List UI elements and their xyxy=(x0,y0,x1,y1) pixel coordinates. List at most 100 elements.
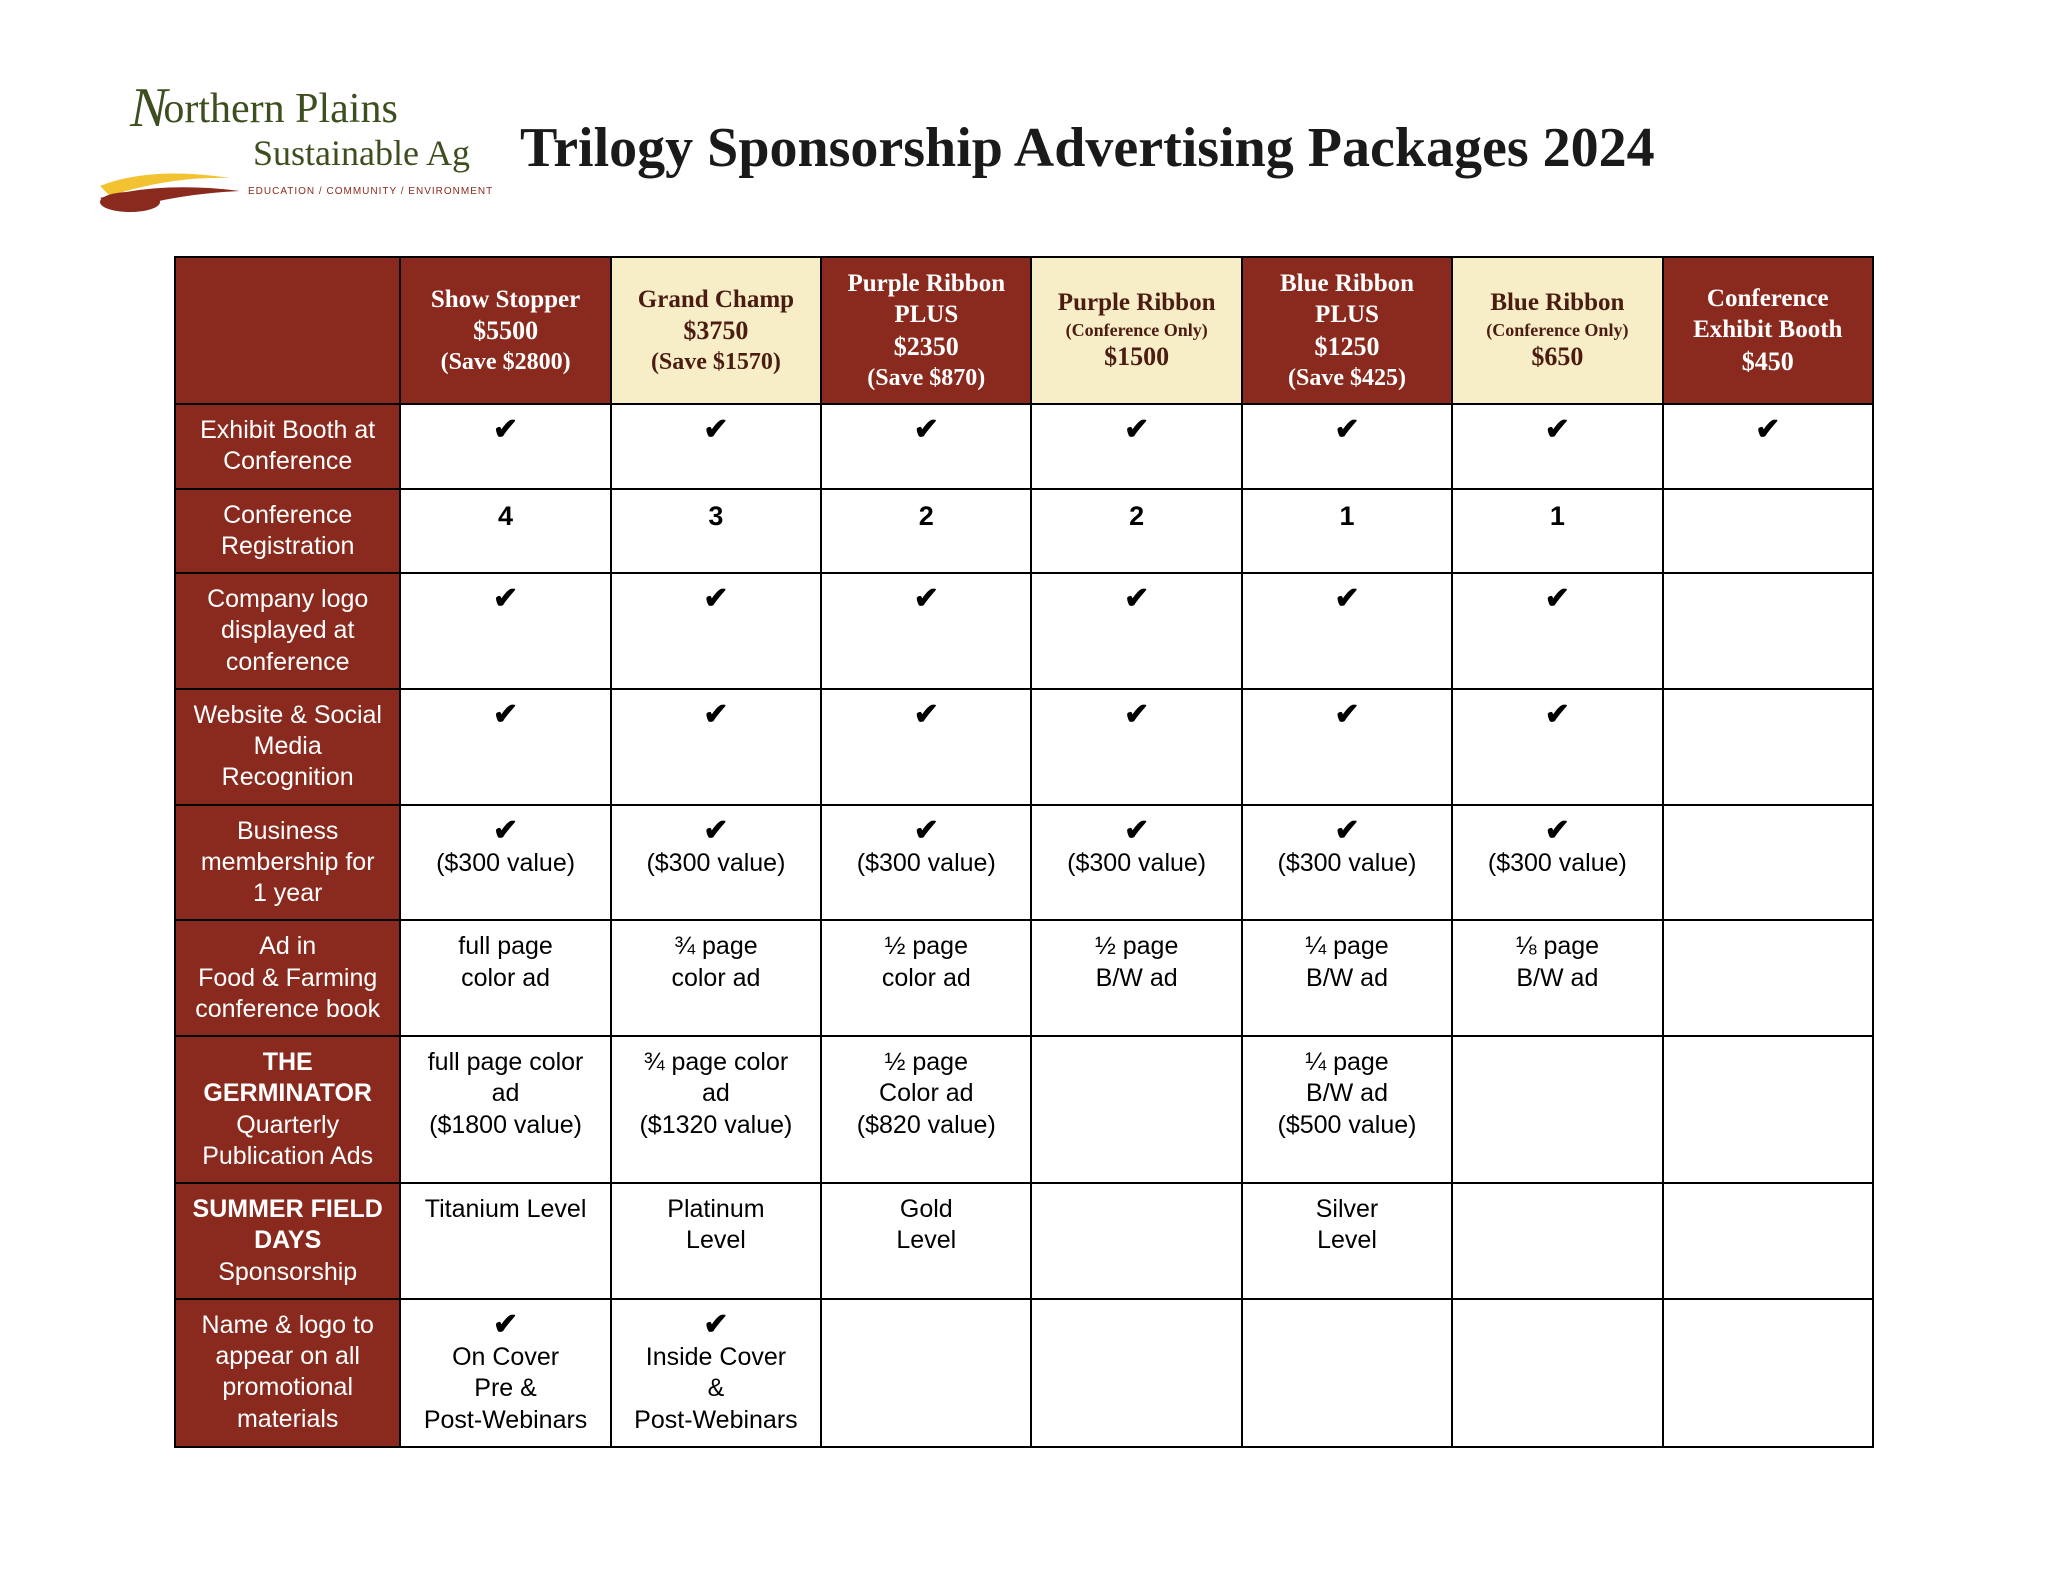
cell: ✔ xyxy=(1031,404,1241,489)
cell: 1 xyxy=(1242,489,1452,574)
cell xyxy=(1452,1036,1662,1183)
table-row: Businessmembership for1 year✔($300 value… xyxy=(175,805,1873,921)
cell xyxy=(1663,1183,1873,1299)
table-body: Exhibit Booth atConference✔✔✔✔✔✔✔Confere… xyxy=(175,404,1873,1447)
table-row: Website & SocialMediaRecognition✔✔✔✔✔✔ xyxy=(175,689,1873,805)
cell: ✔ xyxy=(1031,573,1241,689)
table-head-row: Show Stopper$5500(Save $2800)Grand Champ… xyxy=(175,257,1873,404)
cell xyxy=(1031,1299,1241,1447)
cell xyxy=(1663,573,1873,689)
cell: full page colorad($1800 value) xyxy=(400,1036,610,1183)
table-row: ConferenceRegistration432211 xyxy=(175,489,1873,574)
cell: 4 xyxy=(400,489,610,574)
cell: ✔ xyxy=(1452,404,1662,489)
cell: ✔ xyxy=(821,573,1031,689)
cell: ✔ xyxy=(400,689,610,805)
cell: ✔Inside Cover&Post-Webinars xyxy=(611,1299,821,1447)
cell: ✔ xyxy=(1242,404,1452,489)
cell: 1 xyxy=(1452,489,1662,574)
cell: Titanium Level xyxy=(400,1183,610,1299)
row-label: ConferenceRegistration xyxy=(175,489,400,574)
cell xyxy=(1452,1299,1662,1447)
table-row: Name & logo toappear on allpromotionalma… xyxy=(175,1299,1873,1447)
row-label: Exhibit Booth atConference xyxy=(175,404,400,489)
cell: ✔ xyxy=(611,404,821,489)
row-label: Ad inFood & Farmingconference book xyxy=(175,920,400,1036)
cell: ¾ pagecolor ad xyxy=(611,920,821,1036)
cell xyxy=(1663,689,1873,805)
table-row: Exhibit Booth atConference✔✔✔✔✔✔✔ xyxy=(175,404,1873,489)
logo-tagline: EDUCATION / COMMUNITY / ENVIRONMENT xyxy=(248,186,493,197)
cell xyxy=(1663,805,1873,921)
cell xyxy=(1663,920,1873,1036)
corner-cell xyxy=(175,257,400,404)
cell: ✔ xyxy=(611,573,821,689)
cell: ½ pagecolor ad xyxy=(821,920,1031,1036)
cell: ✔ xyxy=(1452,689,1662,805)
cell xyxy=(1031,1036,1241,1183)
package-header: Blue Ribbon(Conference Only)$650 xyxy=(1452,257,1662,404)
cell: ⅛ pageB/W ad xyxy=(1452,920,1662,1036)
header: Northern Plains Sustainable Ag EDUCATION… xyxy=(100,80,1948,216)
cell: ½ pageB/W ad xyxy=(1031,920,1241,1036)
cell xyxy=(1663,1299,1873,1447)
cell: ½ pageColor ad($820 value) xyxy=(821,1036,1031,1183)
cell: ✔ xyxy=(1242,689,1452,805)
cell: 2 xyxy=(821,489,1031,574)
page-title: Trilogy Sponsorship Advertising Packages… xyxy=(520,116,1655,180)
cell xyxy=(1663,489,1873,574)
row-label: THEGERMINATORQuarterlyPublication Ads xyxy=(175,1036,400,1183)
cell xyxy=(1452,1183,1662,1299)
row-label: SUMMER FIELDDAYSSponsorship xyxy=(175,1183,400,1299)
cell: ✔($300 value) xyxy=(1031,805,1241,921)
cell: ✔ xyxy=(1452,573,1662,689)
cell xyxy=(1242,1299,1452,1447)
cell: ✔ xyxy=(1242,573,1452,689)
cell: PlatinumLevel xyxy=(611,1183,821,1299)
page: Northern Plains Sustainable Ag EDUCATION… xyxy=(0,0,2048,1448)
logo-cap: N xyxy=(130,77,167,139)
cell: ✔On CoverPre &Post-Webinars xyxy=(400,1299,610,1447)
cell: ✔ xyxy=(821,404,1031,489)
package-header: Purple Ribbon(Conference Only)$1500 xyxy=(1031,257,1241,404)
logo-swoosh-icon xyxy=(100,166,240,216)
cell: ✔ xyxy=(611,689,821,805)
cell: ✔ xyxy=(1031,689,1241,805)
table-row: THEGERMINATORQuarterlyPublication Adsful… xyxy=(175,1036,1873,1183)
row-label: Businessmembership for1 year xyxy=(175,805,400,921)
cell: ✔ xyxy=(1663,404,1873,489)
cell: ✔($300 value) xyxy=(611,805,821,921)
cell: ✔ xyxy=(400,404,610,489)
cell: ✔ xyxy=(400,573,610,689)
cell: ¼ pageB/W ad($500 value) xyxy=(1242,1036,1452,1183)
cell: ¼ pageB/W ad xyxy=(1242,920,1452,1036)
table-row: SUMMER FIELDDAYSSponsorshipTitanium Leve… xyxy=(175,1183,1873,1299)
logo-line1: Northern Plains xyxy=(130,80,480,136)
table-row: Ad inFood & Farmingconference bookfull p… xyxy=(175,920,1873,1036)
cell: 2 xyxy=(1031,489,1241,574)
packages-table: Show Stopper$5500(Save $2800)Grand Champ… xyxy=(174,256,1874,1448)
cell: ✔($300 value) xyxy=(1242,805,1452,921)
cell: ✔($300 value) xyxy=(400,805,610,921)
cell: 3 xyxy=(611,489,821,574)
row-label: Name & logo toappear on allpromotionalma… xyxy=(175,1299,400,1447)
cell xyxy=(1031,1183,1241,1299)
cell: ¾ page colorad($1320 value) xyxy=(611,1036,821,1183)
package-header: Purple Ribbon PLUS$2350(Save $870) xyxy=(821,257,1031,404)
row-label: Company logodisplayed atconference xyxy=(175,573,400,689)
cell xyxy=(821,1299,1031,1447)
package-header: Blue Ribbon PLUS$1250(Save $425) xyxy=(1242,257,1452,404)
cell: full pagecolor ad xyxy=(400,920,610,1036)
row-label: Website & SocialMediaRecognition xyxy=(175,689,400,805)
cell: SilverLevel xyxy=(1242,1183,1452,1299)
package-header: Grand Champ$3750(Save $1570) xyxy=(611,257,821,404)
cell: GoldLevel xyxy=(821,1183,1031,1299)
cell: ✔($300 value) xyxy=(1452,805,1662,921)
table-head: Show Stopper$5500(Save $2800)Grand Champ… xyxy=(175,257,1873,404)
cell: ✔ xyxy=(821,689,1031,805)
cell: ✔($300 value) xyxy=(821,805,1031,921)
table-row: Company logodisplayed atconference✔✔✔✔✔✔ xyxy=(175,573,1873,689)
cell xyxy=(1663,1036,1873,1183)
package-header: Conference Exhibit Booth$450 xyxy=(1663,257,1873,404)
package-header: Show Stopper$5500(Save $2800) xyxy=(400,257,610,404)
